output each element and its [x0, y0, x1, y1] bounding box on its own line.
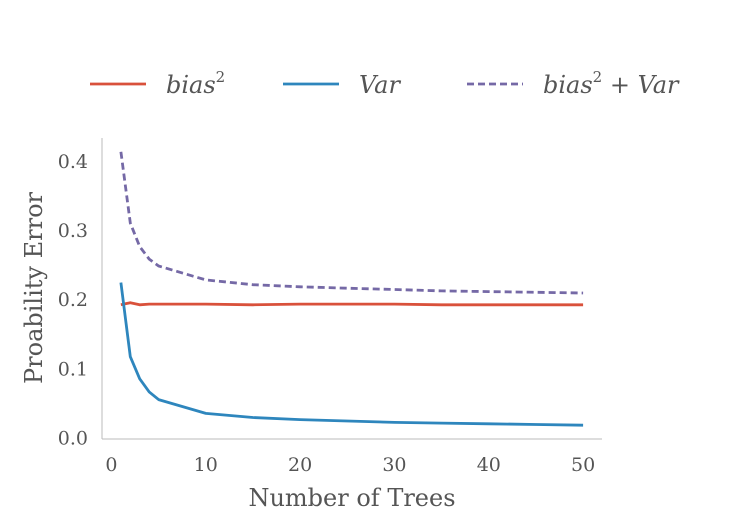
x-tick-label: 0	[105, 454, 117, 476]
x-tick-label: 20	[288, 454, 312, 476]
legend-label-3: bias2 + Var	[543, 68, 680, 99]
y-tick-label: 0.3	[58, 220, 88, 242]
x-tick-label: 30	[382, 454, 406, 476]
x-axis-label: Number of Trees	[248, 484, 455, 512]
y-tick-label: 0.1	[58, 358, 88, 380]
series-line-1	[120, 301, 584, 307]
tick-labels: 0 10 20 30 40 50 0.0 0.1 0.2 0.3 0.4	[58, 151, 595, 476]
x-tick-label: 50	[571, 454, 595, 476]
legend-label-2: Var	[359, 71, 401, 99]
y-axis-label: Proability Error	[20, 191, 48, 384]
legend-label-1: bias2	[166, 68, 225, 99]
y-tick-label: 0.0	[58, 428, 88, 450]
series-line-3	[119, 151, 584, 295]
legend: bias2 Var bias2 + Var	[90, 68, 680, 99]
x-tick-label: 10	[194, 454, 218, 476]
series-lines	[119, 151, 584, 427]
x-tick-label: 40	[477, 454, 501, 476]
series-line-2	[119, 282, 584, 427]
y-tick-label: 0.2	[58, 289, 88, 311]
y-tick-label: 0.4	[58, 151, 88, 173]
axes	[101, 138, 602, 440]
